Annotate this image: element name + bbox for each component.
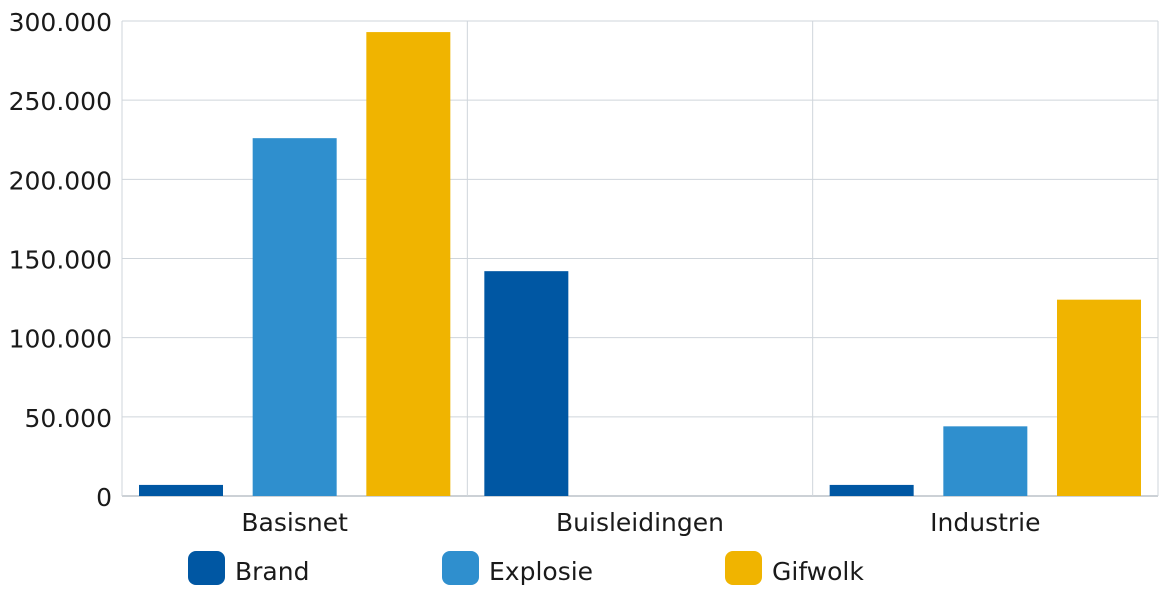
y-tick-label: 100.000 <box>9 325 112 354</box>
y-tick-label: 0 <box>96 483 112 512</box>
y-tick-label: 200.000 <box>9 166 112 195</box>
legend: Brand Explosie Gifwolk <box>188 551 864 586</box>
bar-explosie-industrie <box>943 426 1028 496</box>
x-tick-label: Industrie <box>930 508 1040 537</box>
legend-label: Brand <box>235 557 309 585</box>
y-tick-label: 50.000 <box>25 404 112 433</box>
legend-item-explosie: Explosie <box>442 551 593 586</box>
legend-label: Explosie <box>489 557 593 585</box>
legend-swatch <box>725 551 762 585</box>
y-tick-label: 150.000 <box>9 246 112 275</box>
y-tick-label: 300.000 <box>9 8 112 37</box>
legend-item-brand: Brand <box>188 551 309 586</box>
legend-swatch <box>188 551 225 585</box>
legend-swatch <box>442 551 479 585</box>
x-tick-label: Basisnet <box>241 508 348 537</box>
x-tick-label: Buisleidingen <box>556 508 724 537</box>
bar-gifwolk-industrie <box>1057 299 1141 496</box>
legend-label: Gifwolk <box>772 557 864 585</box>
y-tick-label: 250.000 <box>9 87 112 116</box>
axis-layer: 0 50.000 100.000 150.000 200.000 250.000 300.0… <box>9 8 1041 537</box>
bar-brand-buisleidingen <box>484 271 569 496</box>
bar-gifwolk-basisnet <box>366 32 451 496</box>
bar-explosie-basisnet <box>252 138 337 496</box>
bar-brand-basisnet <box>139 484 223 496</box>
legend-item-gifwolk: Gifwolk <box>725 551 864 586</box>
bar-brand-industrie <box>829 484 914 496</box>
bars-layer <box>139 32 1141 496</box>
